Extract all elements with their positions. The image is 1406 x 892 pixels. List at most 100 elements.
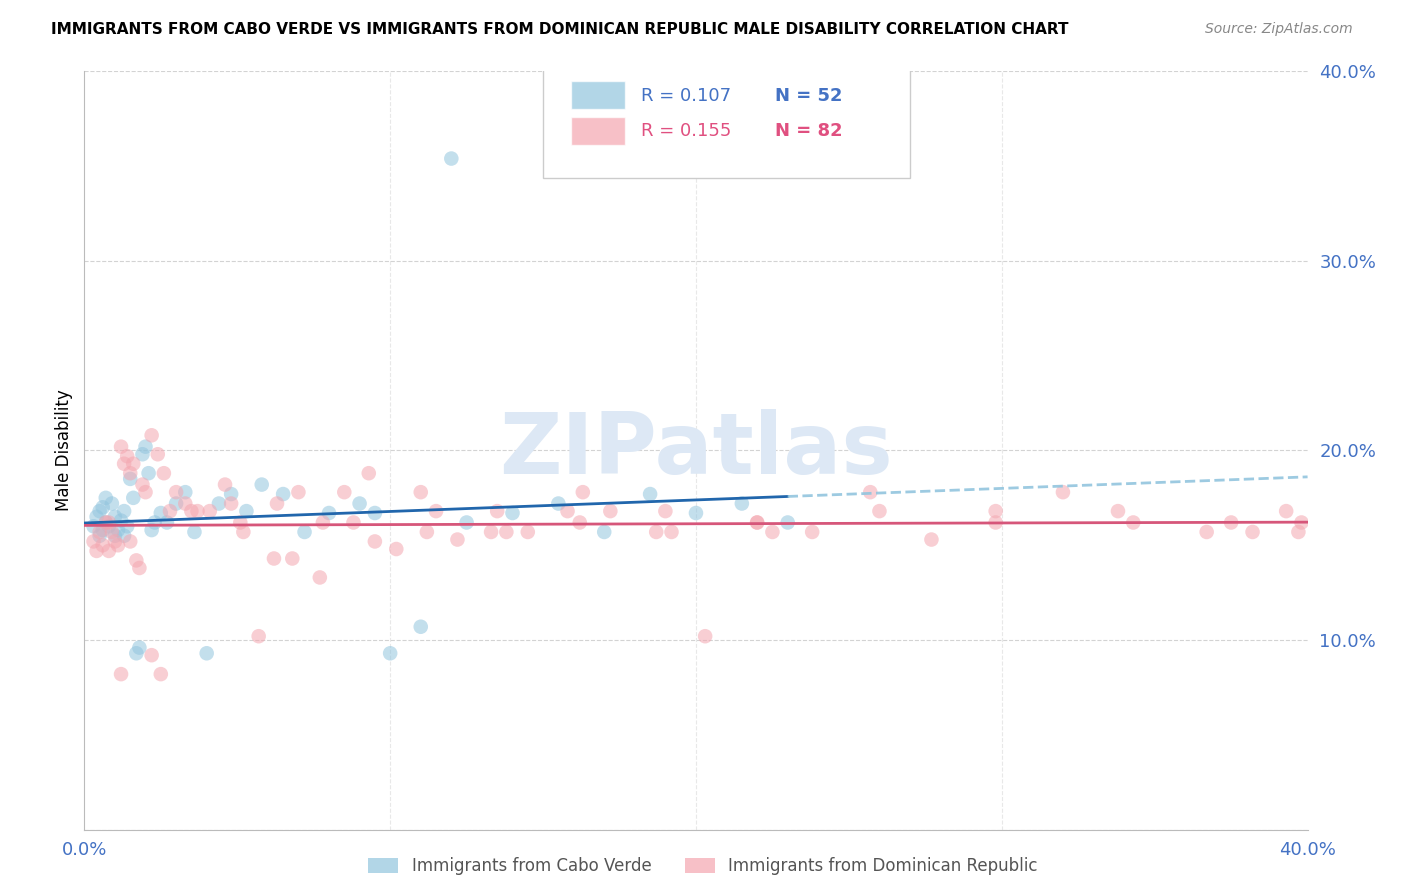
Point — [89, 504, 111, 518]
Point — [110, 440, 132, 454]
Text: IMMIGRANTS FROM CABO VERDE VS IMMIGRANTS FROM DOMINICAN REPUBLIC MALE DISABILITY: IMMIGRANTS FROM CABO VERDE VS IMMIGRANTS… — [51, 22, 1069, 37]
Point — [120, 472, 142, 486]
Point — [308, 570, 330, 584]
Point — [318, 506, 340, 520]
Text: N = 52: N = 52 — [776, 87, 844, 104]
Point — [557, 504, 579, 518]
Point — [120, 467, 142, 481]
Point — [128, 640, 150, 655]
Point — [232, 524, 254, 539]
Point — [645, 524, 668, 539]
Point — [593, 524, 616, 539]
Point — [120, 534, 142, 549]
Legend: Immigrants from Cabo Verde, Immigrants from Dominican Republic: Immigrants from Cabo Verde, Immigrants f… — [360, 849, 1046, 884]
Point — [638, 487, 661, 501]
Point — [761, 524, 783, 539]
Point — [97, 516, 120, 530]
Point — [385, 542, 408, 557]
Point — [91, 500, 114, 515]
FancyBboxPatch shape — [571, 81, 626, 110]
Point — [342, 516, 364, 530]
Point — [547, 497, 569, 511]
Point — [502, 506, 524, 520]
Point — [214, 477, 236, 491]
Point — [91, 538, 114, 552]
Point — [141, 523, 163, 537]
FancyBboxPatch shape — [543, 64, 910, 178]
Point — [91, 523, 114, 537]
Point — [1195, 524, 1218, 539]
Point — [107, 538, 129, 552]
Point — [146, 447, 169, 461]
Point — [107, 523, 129, 537]
Point — [1107, 504, 1129, 518]
Point — [149, 667, 172, 681]
Point — [83, 534, 105, 549]
Point — [495, 524, 517, 539]
Point — [281, 551, 304, 566]
Text: Source: ZipAtlas.com: Source: ZipAtlas.com — [1205, 22, 1353, 37]
Point — [364, 506, 387, 520]
Point — [156, 516, 179, 530]
Point — [104, 529, 127, 543]
Point — [174, 485, 197, 500]
Point — [859, 485, 882, 500]
Point — [776, 516, 799, 530]
Point — [599, 504, 621, 518]
Point — [112, 529, 135, 543]
Point — [86, 544, 108, 558]
Point — [110, 514, 132, 528]
Point — [409, 620, 432, 634]
Point — [747, 516, 769, 530]
Point — [165, 485, 187, 500]
Point — [235, 504, 257, 518]
Text: N = 82: N = 82 — [776, 122, 844, 140]
Point — [869, 504, 891, 518]
Point — [195, 646, 218, 660]
Y-axis label: Male Disability: Male Disability — [55, 390, 73, 511]
Point — [801, 524, 824, 539]
Point — [1122, 516, 1144, 530]
Point — [380, 646, 402, 660]
Point — [110, 667, 132, 681]
Point — [83, 519, 105, 533]
Text: ZIPatlas: ZIPatlas — [499, 409, 893, 492]
FancyBboxPatch shape — [571, 117, 626, 145]
Point — [131, 447, 153, 461]
Point — [198, 504, 221, 518]
Point — [141, 428, 163, 442]
Point — [122, 457, 145, 471]
Point — [219, 497, 242, 511]
Point — [1291, 516, 1313, 530]
Point — [112, 457, 135, 471]
Point — [479, 524, 502, 539]
Text: R = 0.155: R = 0.155 — [641, 122, 731, 140]
Point — [486, 504, 509, 518]
Point — [153, 467, 176, 481]
Point — [141, 648, 163, 662]
Point — [112, 504, 135, 518]
Point — [312, 516, 335, 530]
Point — [94, 516, 117, 530]
Point — [333, 485, 356, 500]
Point — [263, 551, 285, 566]
Point — [104, 509, 127, 524]
Point — [180, 504, 202, 518]
Point — [294, 524, 316, 539]
Point — [135, 485, 157, 500]
Point — [122, 491, 145, 505]
Point — [1241, 524, 1264, 539]
Point — [357, 467, 380, 481]
Point — [125, 553, 148, 567]
Point — [695, 629, 717, 643]
Point — [446, 533, 468, 547]
Point — [138, 467, 160, 481]
Point — [685, 506, 707, 520]
Point — [159, 504, 181, 518]
Point — [94, 491, 117, 505]
Point — [247, 629, 270, 643]
Point — [97, 519, 120, 533]
Point — [115, 519, 138, 533]
Point — [1275, 504, 1298, 518]
Point — [89, 524, 111, 539]
